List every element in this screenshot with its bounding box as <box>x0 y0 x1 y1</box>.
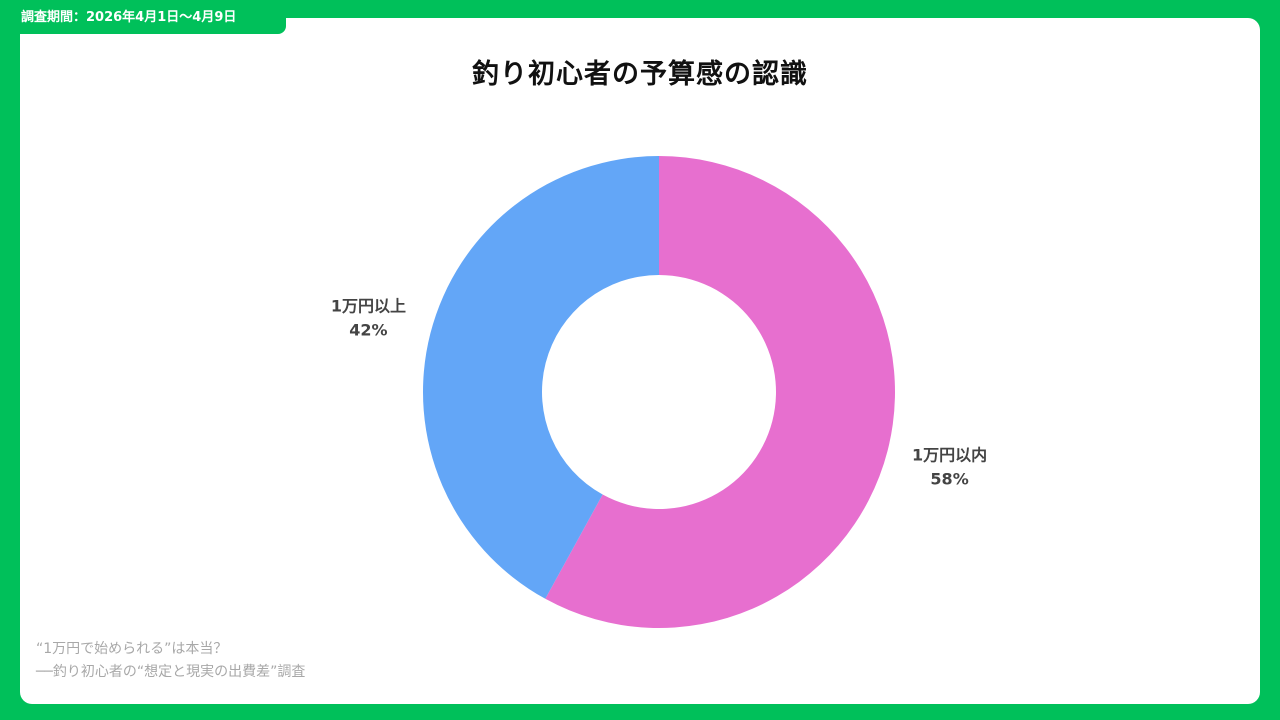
slice-0 <box>545 156 896 628</box>
slice-label-0: 1万円以内 <box>912 446 987 465</box>
slice-value-0: 58% <box>930 470 968 489</box>
chart-title: 釣り初心者の予算感の認識 <box>472 59 808 90</box>
slice-label-1: 1万円以上 <box>331 296 406 315</box>
footer-line-2: ──釣り初心者の“想定と現実の出費差”調査 <box>36 664 306 680</box>
slice-value-1: 42% <box>349 320 387 339</box>
survey-period-tab: 調査期間：2026年4月1日〜4月9日 <box>0 0 286 34</box>
footer-line-1: “1万円で始められる”は本当？ <box>36 641 228 657</box>
slice-1 <box>423 156 659 599</box>
footer-caption: “1万円で始められる”は本当？ ──釣り初心者の“想定と現実の出費差”調査 <box>36 638 305 684</box>
